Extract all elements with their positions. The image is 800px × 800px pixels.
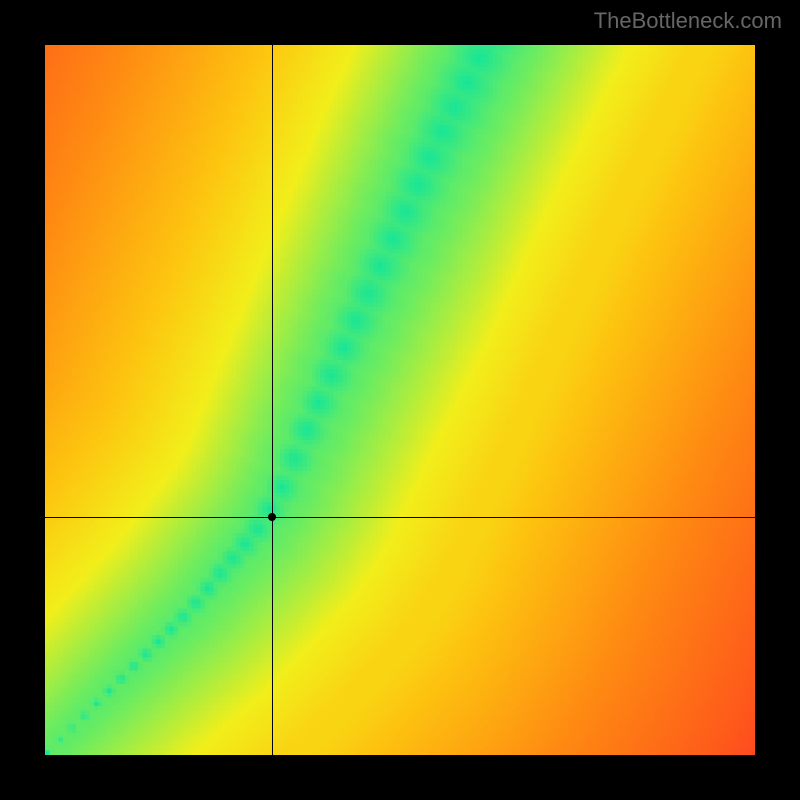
crosshair-vertical [272,45,273,755]
crosshair-horizontal [45,517,755,518]
crosshair-marker [268,513,276,521]
bottleneck-heatmap [45,45,755,755]
watermark-text: TheBottleneck.com [594,8,782,34]
chart-container: TheBottleneck.com [0,0,800,800]
